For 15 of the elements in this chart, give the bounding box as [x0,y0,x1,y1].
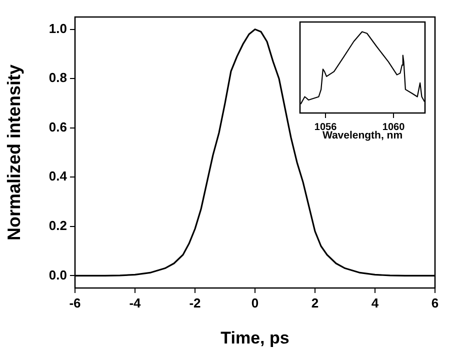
x-tick-label: -6 [69,295,81,310]
y-tick-label: 1.0 [48,20,67,36]
y-axis-title: Normalized intensity [4,64,24,241]
y-tick-label: 0.8 [48,70,67,86]
y-tick-label: 0.2 [48,218,67,233]
x-tick-label: 2 [311,295,319,310]
y-tick-label: 0.6 [48,119,67,134]
y-tick-label: 0.4 [48,168,68,184]
x-tick-label: 6 [431,295,439,310]
x-tick-label: -2 [189,295,201,310]
x-tick-label: -4 [129,295,142,310]
y-tick-label: 0.0 [48,267,67,282]
x-tick-label: 4 [371,295,380,310]
x-tick-label: 0 [251,295,259,310]
x-axis-title: Time, ps [220,328,290,348]
